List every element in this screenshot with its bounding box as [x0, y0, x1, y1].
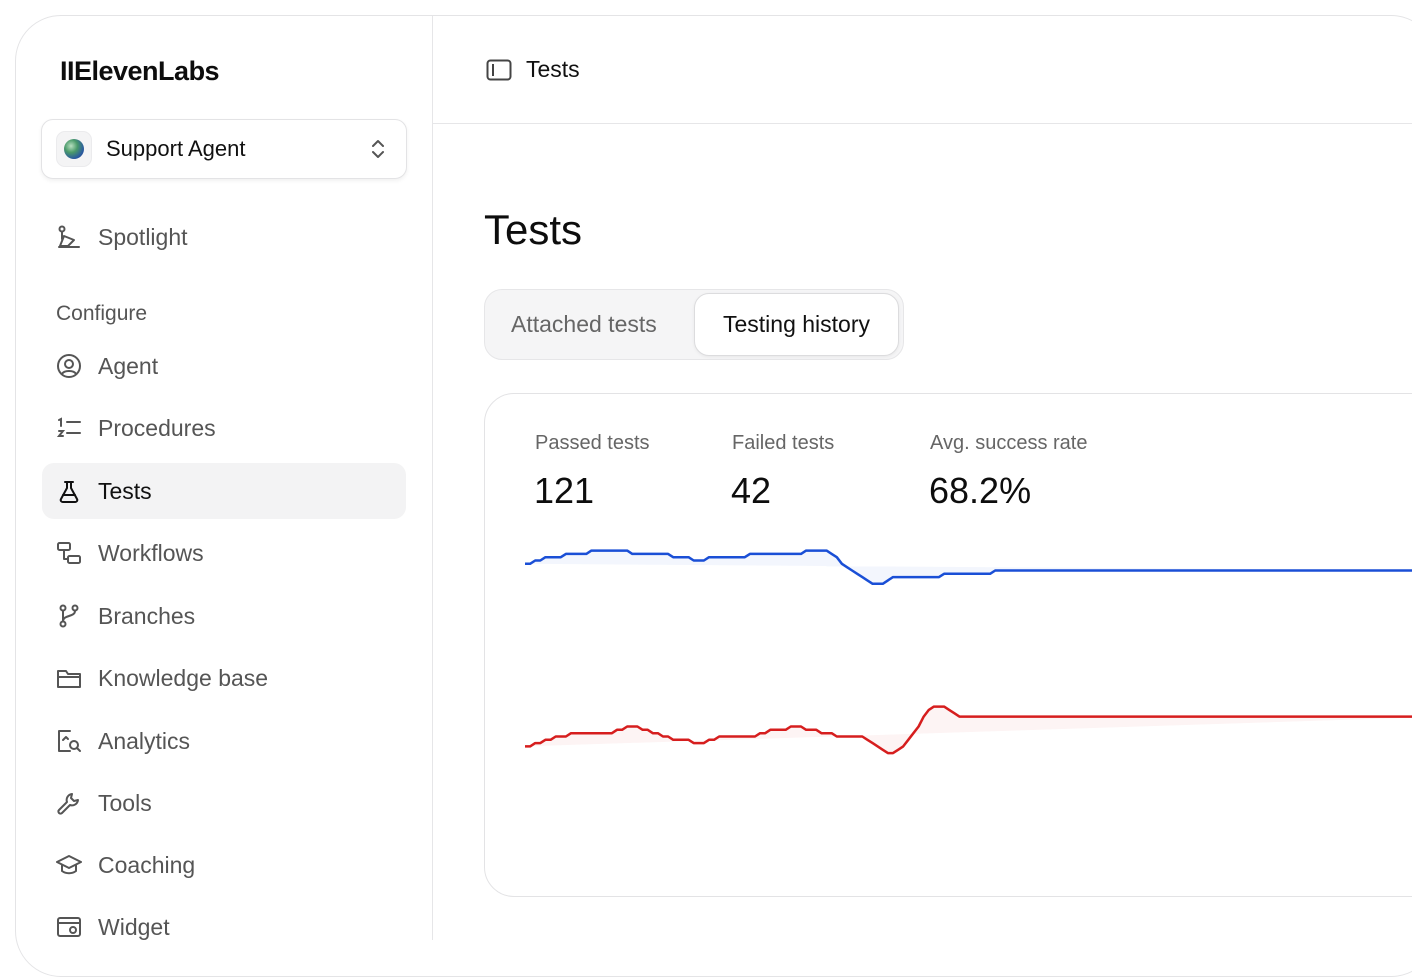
sidebar-item-workflows[interactable]: Workflows [42, 525, 406, 581]
stat-value-failed: 42 [731, 470, 772, 511]
sidebar-item-label: Workflows [98, 539, 204, 566]
sidebar-item-label: Branches [98, 602, 196, 629]
stat-label-failed: Failed tests [732, 432, 835, 454]
sidebar-item-widget[interactable]: Widget [42, 899, 406, 955]
sidebar-item-label: Analytics [98, 727, 191, 754]
sidebar-item-label: Tests [98, 477, 152, 504]
folder-icon [57, 670, 81, 688]
spotlight-icon [58, 225, 80, 248]
series-0-line [525, 549, 1412, 586]
sidebar: IIElevenLabs Support Agent Spotlight Con… [16, 16, 433, 940]
page-title: Tests [484, 206, 583, 253]
sidebar-item-tests[interactable]: Tests [42, 463, 406, 519]
sidebar-item-knowledge-base[interactable]: Knowledge base [42, 650, 406, 706]
graduation-cap-icon [56, 855, 82, 875]
sidebar-item-label: Tools [98, 789, 152, 816]
series-1-line [525, 705, 1412, 755]
section-label-configure: Configure [56, 302, 148, 325]
top-bar: Tests [433, 16, 1412, 124]
sidebar-item-label: Widget [98, 913, 170, 940]
sidebar-item-label: Coaching [98, 851, 196, 878]
sidebar-item-procedures[interactable]: Procedures [42, 400, 406, 456]
wrench-icon [57, 793, 79, 815]
stats-card: Passed tests 121 Failed tests 42 Avg. su… [484, 393, 1412, 897]
sidebar-item-agent[interactable]: Agent [42, 338, 406, 394]
agent-avatar [56, 131, 92, 167]
tab-group: Attached tests Testing history [484, 289, 904, 360]
agent-icon [57, 354, 81, 378]
stat-value-passed: 121 [534, 470, 595, 511]
sidebar-item-analytics[interactable]: Analytics [42, 713, 406, 769]
series-1-area [525, 706, 1412, 754]
agent-selector[interactable]: Support Agent [41, 119, 407, 179]
sidebar-item-coaching[interactable]: Coaching [42, 837, 406, 893]
sidebar-item-tools[interactable]: Tools [42, 775, 406, 831]
sidebar-item-label: Knowledge base [98, 664, 269, 691]
agent-selector-value: Support Agent [106, 136, 246, 161]
widget-icon [57, 917, 81, 937]
sidebar-item-spotlight[interactable]: Spotlight [42, 209, 406, 265]
procedures-icon [56, 417, 81, 437]
testing-history-chart [525, 549, 1412, 755]
workflows-icon [57, 542, 81, 564]
flask-icon [59, 481, 79, 503]
sidebar-item-label: Procedures [98, 414, 216, 441]
stat-value-success-rate: 68.2% [929, 470, 1032, 511]
tab-attached-tests[interactable]: Attached tests [511, 311, 657, 337]
elevenlabs-logo[interactable]: IIElevenLabs [60, 56, 220, 86]
branches-icon [59, 604, 79, 628]
chevron-up-down-icon [372, 140, 384, 158]
stat-label-passed: Passed tests [535, 432, 650, 454]
sidebar-item-label: Agent [98, 352, 159, 379]
orb-icon [64, 139, 84, 159]
header-title: Tests [526, 56, 580, 82]
series-0-area [525, 550, 1412, 584]
sidebar-item-branches[interactable]: Branches [42, 588, 406, 644]
analytics-icon [58, 730, 81, 752]
stat-label-success-rate: Avg. success rate [930, 432, 1088, 454]
sidebar-item-label: Spotlight [98, 223, 188, 250]
tab-testing-history[interactable]: Testing history [694, 293, 899, 356]
sidebar-toggle-icon[interactable] [486, 59, 512, 81]
